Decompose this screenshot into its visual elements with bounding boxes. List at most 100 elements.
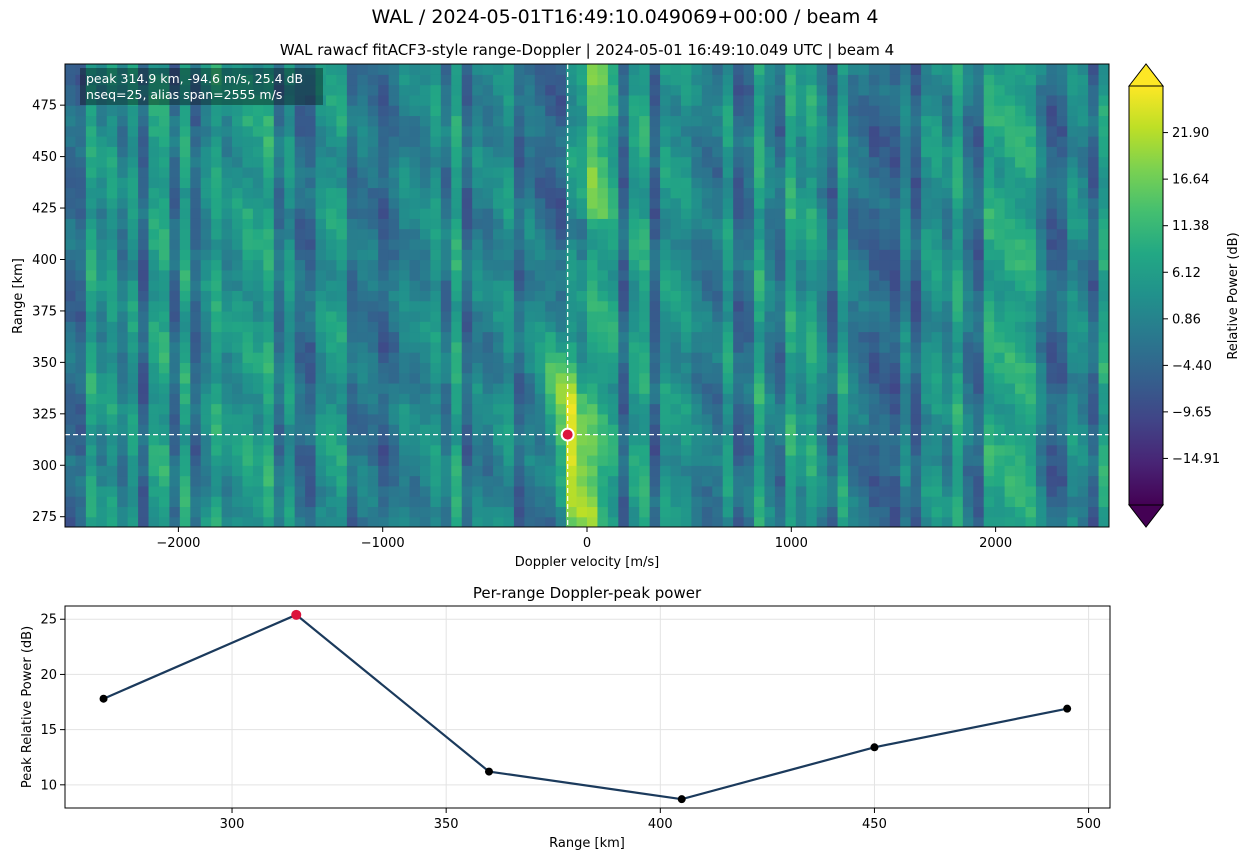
heatmap-cell xyxy=(472,208,484,219)
heatmap-cell xyxy=(242,300,254,312)
heatmap-cell xyxy=(65,506,77,518)
heatmap-cell xyxy=(148,187,160,199)
heatmap-cell xyxy=(1077,125,1089,137)
heatmap-cell xyxy=(305,136,317,147)
heatmap-cell xyxy=(284,454,296,466)
heatmap-cell xyxy=(106,105,118,117)
heatmap-cell xyxy=(952,444,964,456)
heatmap-cell xyxy=(733,300,745,312)
heatmap-cell xyxy=(983,403,995,415)
heatmap-cell xyxy=(388,259,400,271)
heatmap-cell xyxy=(190,177,202,189)
heatmap-cell xyxy=(900,321,912,333)
heatmap-cell xyxy=(346,454,358,466)
heatmap-cell xyxy=(764,64,776,75)
heatmap-cell xyxy=(1067,94,1079,106)
heatmap-cell xyxy=(618,516,630,527)
heatmap-cell xyxy=(628,259,640,271)
heatmap-cell xyxy=(158,269,170,281)
heatmap-cell xyxy=(576,125,588,137)
heatmap-cell xyxy=(1077,84,1089,96)
heatmap-cell xyxy=(785,280,797,291)
heatmap-cell xyxy=(660,372,672,384)
heatmap-cell xyxy=(921,74,933,86)
heatmap-cell xyxy=(670,424,682,435)
heatmap-cell xyxy=(179,115,191,127)
line-grid xyxy=(65,606,1110,808)
heatmap-cell xyxy=(785,382,797,394)
heatmap-cell xyxy=(242,84,254,96)
heatmap-cell xyxy=(921,485,933,497)
heatmap-cell xyxy=(983,382,995,394)
heatmap-cell xyxy=(211,403,223,415)
heatmap-cell xyxy=(221,454,233,466)
heatmap-cell xyxy=(900,269,912,281)
heatmap-cell xyxy=(451,125,463,137)
heatmap-cell xyxy=(868,516,880,527)
heatmap-cell xyxy=(733,382,745,394)
heatmap-cell xyxy=(1046,321,1058,333)
heatmap-cell xyxy=(106,362,118,374)
heatmap-cell xyxy=(388,331,400,343)
heatmap-cell xyxy=(1015,516,1027,527)
heatmap-cell xyxy=(190,382,202,394)
heatmap-cell xyxy=(65,485,77,497)
heatmap-cell xyxy=(179,84,191,96)
heatmap-cell xyxy=(493,136,505,147)
heatmap-cell xyxy=(973,74,985,86)
heatmap-cell xyxy=(106,197,118,209)
heatmap-cell xyxy=(743,249,755,261)
heatmap-cell xyxy=(190,321,202,333)
heatmap-cell xyxy=(1015,506,1027,518)
heatmap-cell xyxy=(357,187,369,199)
heatmap-cell xyxy=(409,310,421,322)
heatmap-cell xyxy=(555,177,567,189)
heatmap-cell xyxy=(545,310,557,322)
heatmap-cell xyxy=(482,105,494,117)
heatmap-cell xyxy=(712,84,724,96)
heatmap-cell xyxy=(1098,238,1109,250)
heatmap-cell xyxy=(388,403,400,415)
heatmap-cell xyxy=(503,218,515,230)
heatmap-cell xyxy=(211,444,223,456)
heatmap-cell xyxy=(85,197,97,209)
heatmap-cell xyxy=(1046,485,1058,497)
heatmap-cell xyxy=(1015,218,1027,230)
heatmap-cell xyxy=(357,228,369,240)
heatmap-cell xyxy=(409,156,421,168)
heatmap-cell xyxy=(983,341,995,353)
heatmap-cell xyxy=(252,382,264,394)
heatmap-cell xyxy=(242,290,254,302)
heatmap-cell xyxy=(1077,485,1089,497)
heatmap-cell xyxy=(576,372,588,384)
heatmap-cell xyxy=(284,156,296,168)
heatmap-cell xyxy=(179,187,191,199)
heatmap-cell xyxy=(65,197,77,209)
heatmap-cell xyxy=(430,74,442,86)
heatmap-cell xyxy=(785,352,797,363)
heatmap-cell xyxy=(430,496,442,508)
heatmap-cell xyxy=(524,228,536,240)
heatmap-cell xyxy=(326,249,338,261)
heatmap-cell xyxy=(1088,413,1100,425)
heatmap-x-tick-label: 0 xyxy=(583,536,591,551)
heatmap-cell xyxy=(1004,424,1016,435)
heatmap-cell xyxy=(566,238,578,250)
heatmap-cell xyxy=(931,475,943,487)
heatmap-cell xyxy=(127,269,139,281)
heatmap-cell xyxy=(952,321,964,333)
heatmap-cell xyxy=(566,218,578,230)
heatmap-cell xyxy=(493,156,505,168)
heatmap-cell xyxy=(211,290,223,302)
heatmap-cell xyxy=(827,465,839,477)
heatmap-cell xyxy=(858,280,870,291)
heatmap-cell xyxy=(545,331,557,343)
heatmap-cell xyxy=(1098,506,1109,518)
heatmap-cell xyxy=(1015,352,1027,363)
heatmap-cell xyxy=(211,496,223,508)
heatmap-cell xyxy=(357,454,369,466)
heatmap-cell xyxy=(399,64,411,75)
heatmap-cell xyxy=(900,290,912,302)
heatmap-cell xyxy=(941,208,953,219)
heatmap-cell xyxy=(482,259,494,271)
